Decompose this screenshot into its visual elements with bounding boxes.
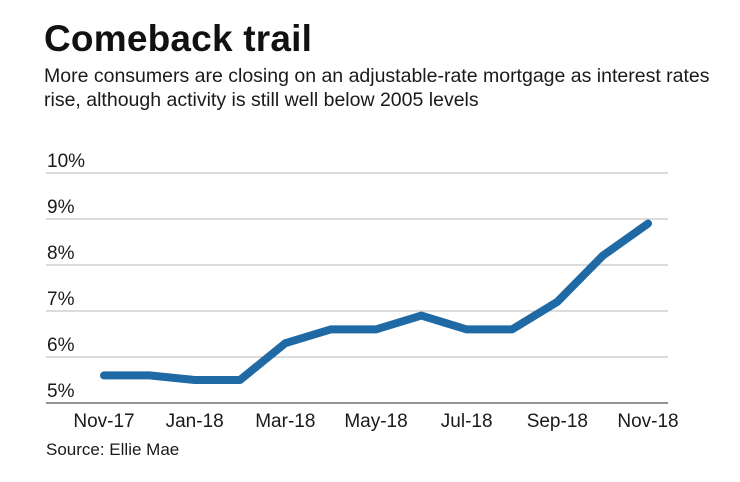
x-tick-label: Jan-18 [166,411,224,432]
y-tick-label: 9% [47,197,75,218]
y-tick-label: 8% [47,243,75,264]
source-note: Source: Ellie Mae [46,440,179,460]
y-axis-ticks: 5% 6% 7% 8% 9% 10% [47,151,85,402]
x-tick-label: Nov-18 [617,411,678,432]
x-tick-label: Nov-17 [73,411,134,432]
line-chart: 5% 6% 7% 8% 9% 10% Nov-17 Jan-18 Mar-18 May-18 Ju… [0,0,740,482]
y-tick-label: 10% [47,151,85,172]
y-tick-label: 5% [47,381,75,402]
x-tick-label: Sep-18 [527,411,588,432]
y-tick-label: 7% [47,289,75,310]
x-tick-label: Mar-18 [255,411,315,432]
x-tick-label: Jul-18 [441,411,493,432]
x-axis-ticks: Nov-17 Jan-18 Mar-18 May-18 Jul-18 Sep-18 Nov-… [73,411,678,432]
x-tick-label: May-18 [344,411,407,432]
y-tick-label: 6% [47,335,75,356]
